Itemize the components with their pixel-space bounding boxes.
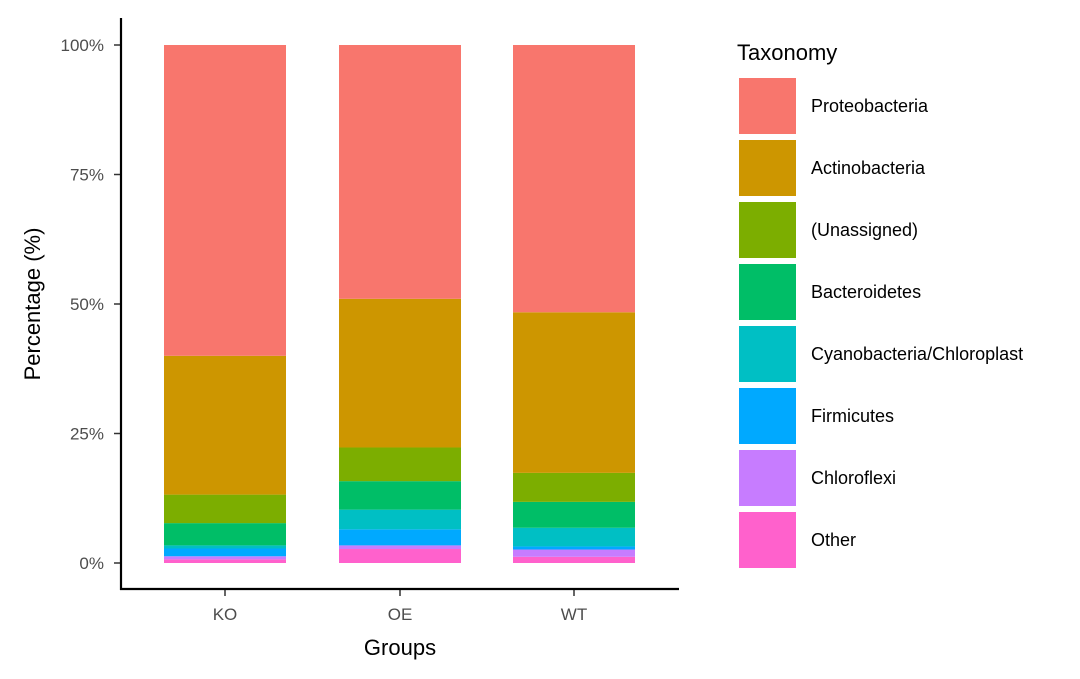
bar-segment-ko-2: [164, 494, 286, 524]
y-tick-label: 50%: [70, 295, 104, 314]
legend-swatch: [739, 202, 796, 258]
bar-segment-wt-2: [513, 472, 635, 502]
bar-segment-wt-4: [513, 527, 635, 547]
legend-label: Firmicutes: [811, 406, 894, 426]
bar-segment-ko-0: [164, 45, 286, 356]
bar-segment-wt-1: [513, 312, 635, 473]
legend-swatch: [739, 78, 796, 134]
legend-label: Cyanobacteria/Chloroplast: [811, 344, 1023, 364]
legend: Proteobacteria Actinobacteria (Unassigned)…: [739, 78, 1023, 568]
bar-segment-ko-6: [164, 556, 286, 560]
bar-segment-oe-7: [339, 549, 461, 563]
bar-segment-wt-7: [513, 556, 635, 563]
x-tick-label: OE: [388, 605, 413, 624]
bar-segment-ko-4: [164, 545, 286, 549]
bar-segment-oe-1: [339, 298, 461, 448]
x-tick-label: WT: [561, 605, 587, 624]
legend-label: Actinobacteria: [811, 158, 926, 178]
legend-label: (Unassigned): [811, 220, 918, 240]
bar-segment-wt-6: [513, 549, 635, 557]
legend-swatch: [739, 326, 796, 382]
bar-segment-ko-1: [164, 355, 286, 495]
legend-label: Proteobacteria: [811, 96, 929, 116]
y-tick-label: 100%: [61, 36, 104, 55]
bar-segment-oe-5: [339, 529, 461, 546]
bar-segment-wt-3: [513, 501, 635, 528]
legend-swatch: [739, 388, 796, 444]
bar-segment-oe-2: [339, 447, 461, 482]
legend-label: Other: [811, 530, 856, 550]
legend-label: Chloroflexi: [811, 468, 896, 488]
x-axis-ticks: KO OE WT: [213, 589, 587, 624]
legend-swatch: [739, 450, 796, 506]
bar-segment-ko-3: [164, 523, 286, 546]
y-axis-ticks: 0% 25% 50% 75% 100%: [61, 36, 121, 573]
bar-segment-wt-0: [513, 45, 635, 313]
legend-label: Bacteroidetes: [811, 282, 921, 302]
x-axis-title: Groups: [364, 635, 436, 660]
y-tick-label: 25%: [70, 425, 104, 444]
bar-segment-oe-6: [339, 545, 461, 550]
bar-segment-oe-3: [339, 481, 461, 510]
bar-segment-oe-4: [339, 509, 461, 530]
legend-swatch: [739, 140, 796, 196]
legend-swatch: [739, 264, 796, 320]
legend-title: Taxonomy: [737, 40, 837, 65]
bar-segment-oe-0: [339, 45, 461, 299]
bar-segment-ko-5: [164, 548, 286, 557]
bar-segments: [164, 45, 635, 563]
x-tick-label: KO: [213, 605, 238, 624]
y-axis-title: Percentage (%): [20, 228, 45, 381]
bar-segment-wt-5: [513, 546, 635, 550]
legend-swatch: [739, 512, 796, 568]
bar-segment-ko-7: [164, 559, 286, 563]
y-tick-label: 0%: [79, 554, 104, 573]
y-tick-label: 75%: [70, 166, 104, 185]
